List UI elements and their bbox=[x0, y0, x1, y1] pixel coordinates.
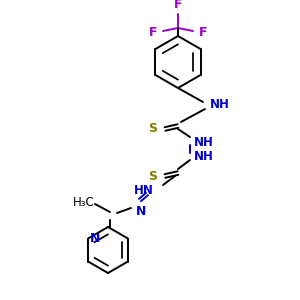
Text: NH: NH bbox=[210, 98, 230, 112]
Text: N: N bbox=[90, 232, 101, 245]
Text: H₃C: H₃C bbox=[73, 196, 95, 208]
Text: F: F bbox=[174, 0, 182, 11]
Text: N: N bbox=[136, 205, 146, 218]
Text: S: S bbox=[148, 122, 157, 136]
Text: S: S bbox=[148, 169, 157, 182]
Text: F: F bbox=[148, 26, 157, 40]
Text: F: F bbox=[199, 26, 208, 40]
Text: NH: NH bbox=[194, 136, 214, 148]
Text: HN: HN bbox=[134, 184, 154, 196]
Text: NH: NH bbox=[194, 151, 214, 164]
